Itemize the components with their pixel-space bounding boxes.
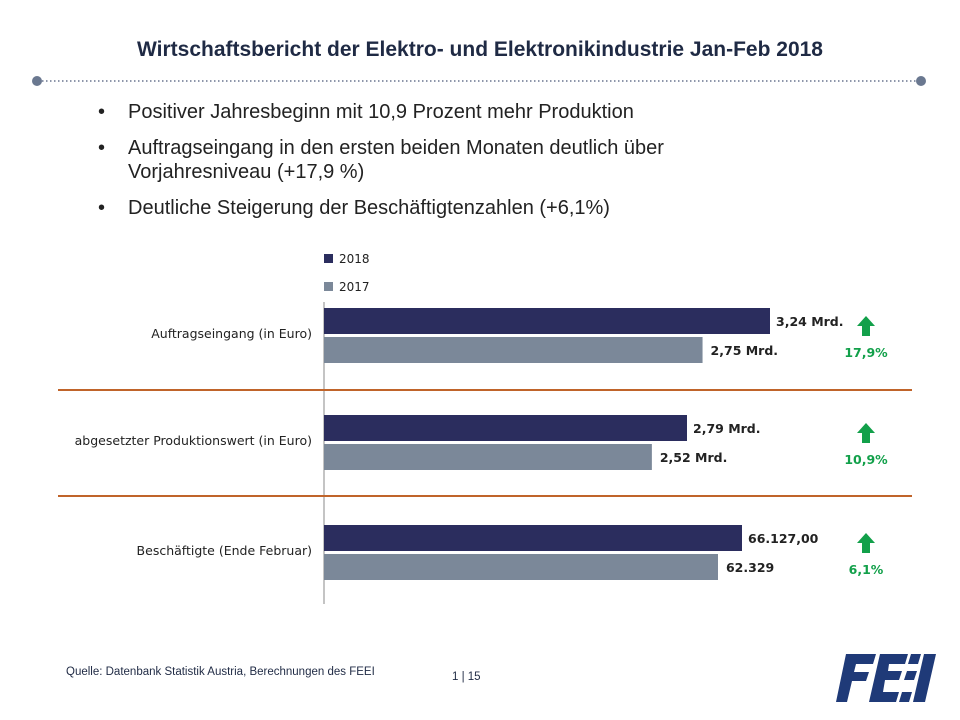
category-label: Auftragseingang (in Euro) xyxy=(151,326,312,341)
up-arrow-icon xyxy=(857,316,875,336)
bullet-item: • Deutliche Steigerung der Beschäftigten… xyxy=(98,196,858,220)
change-percent: 10,9% xyxy=(844,452,888,467)
legend-swatch-2017 xyxy=(324,282,333,291)
change-percent: 17,9% xyxy=(844,345,888,360)
category-label: Beschäftigte (Ende Februar) xyxy=(137,543,312,558)
up-arrow-icon xyxy=(857,533,875,553)
bar-2018 xyxy=(324,525,742,551)
bar-2018 xyxy=(324,415,687,441)
bullet-list: • Positiver Jahresbeginn mit 10,9 Prozen… xyxy=(98,100,858,232)
up-arrow-icon xyxy=(857,423,875,443)
title-divider xyxy=(32,76,926,86)
page-title: Wirtschaftsbericht der Elektro- und Elek… xyxy=(137,38,823,61)
feei-logo xyxy=(836,654,936,702)
bar-chart: 2018 2017 Auftragseingang (in Euro) 3,24 Mr… xyxy=(58,252,912,604)
legend-label-2018: 2018 xyxy=(339,252,370,266)
data-label-2017: 2,75 Mrd. xyxy=(711,343,779,358)
bullet-text: Auftragseingang in den ersten beiden Mon… xyxy=(128,137,664,159)
data-label-2017: 62.329 xyxy=(726,560,774,575)
bullet-text: Deutliche Steigerung der Beschäftigtenza… xyxy=(128,197,610,219)
bar-2017 xyxy=(324,444,652,470)
category-label: abgesetzter Produktionswert (in Euro) xyxy=(75,433,312,448)
legend-swatch-2018 xyxy=(324,254,333,263)
page-number: 1 | 15 xyxy=(452,671,481,683)
change-percent: 6,1% xyxy=(849,562,884,577)
bar-2017 xyxy=(324,554,718,580)
bar-2017 xyxy=(324,337,703,363)
data-label-2018: 66.127,00 xyxy=(748,531,819,546)
legend-label-2017: 2017 xyxy=(339,280,370,294)
bullet-dot-icon: • xyxy=(98,197,106,219)
data-label-2017: 2,52 Mrd. xyxy=(660,450,728,465)
bullet-text-continued: Vorjahresniveau (+17,9 %) xyxy=(128,161,365,183)
bullet-item: • Auftragseingang in den ersten beiden M… xyxy=(98,136,858,184)
bullet-dot-icon: • xyxy=(98,137,106,159)
bullet-dot-icon: • xyxy=(98,101,106,123)
bar-2018 xyxy=(324,308,770,334)
bullet-item: • Positiver Jahresbeginn mit 10,9 Prozen… xyxy=(98,100,858,124)
data-label-2018: 2,79 Mrd. xyxy=(693,421,761,436)
data-label-2018: 3,24 Mrd. xyxy=(776,314,844,329)
footer-source: Quelle: Datenbank Statistik Austria, Ber… xyxy=(66,666,375,678)
bullet-text: Positiver Jahresbeginn mit 10,9 Prozent … xyxy=(128,101,634,123)
